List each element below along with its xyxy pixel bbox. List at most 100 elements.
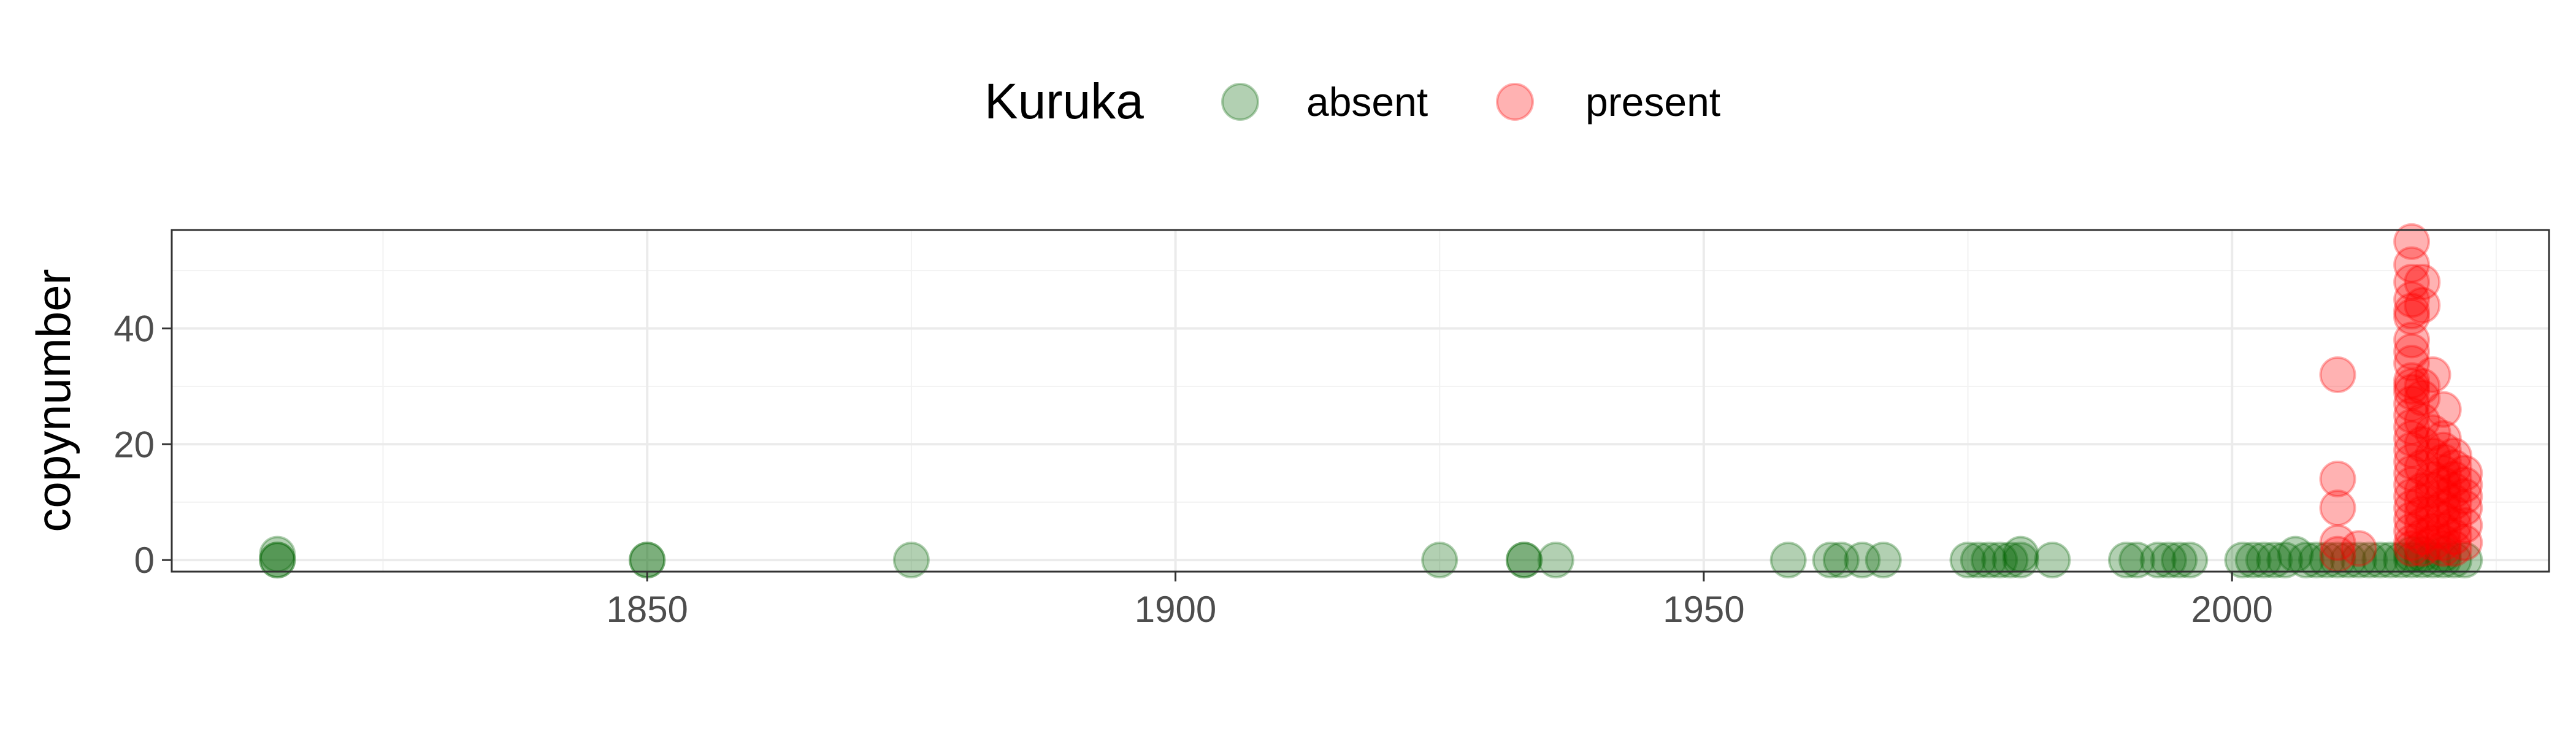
data-point-present xyxy=(2414,495,2451,532)
legend-key-present xyxy=(1496,83,1534,121)
data-point-present xyxy=(2393,321,2431,359)
data-point-present xyxy=(2393,281,2431,318)
data-point-absent xyxy=(2034,542,2071,579)
data-point-present xyxy=(2435,460,2472,497)
data-point-present xyxy=(2425,420,2462,457)
data-point-present xyxy=(2435,495,2472,532)
data-point-present xyxy=(2393,478,2431,515)
data-point-present xyxy=(2393,530,2431,567)
data-point-present xyxy=(2319,524,2356,561)
data-point-absent xyxy=(1506,542,1543,579)
data-point-absent xyxy=(1421,542,1459,579)
data-point-absent xyxy=(1991,542,2029,579)
data-point-present xyxy=(2425,443,2462,480)
legend-label-present: present xyxy=(1585,79,1720,125)
data-point-absent xyxy=(2351,542,2388,579)
data-point-present xyxy=(2425,391,2462,428)
data-point-absent xyxy=(2340,542,2377,579)
data-point-present xyxy=(2404,472,2441,509)
data-point-present xyxy=(2393,489,2431,527)
data-point-absent xyxy=(2309,542,2346,579)
data-point-absent xyxy=(2171,542,2209,579)
data-point-absent xyxy=(2446,542,2483,579)
data-point-present xyxy=(2425,501,2462,539)
y-tick-label: 0 xyxy=(134,540,155,581)
data-point-present xyxy=(2404,495,2441,532)
data-point-absent xyxy=(2404,542,2441,579)
data-point-absent xyxy=(2256,542,2293,579)
data-point-present xyxy=(2404,402,2441,440)
data-points xyxy=(259,223,2483,579)
data-point-present xyxy=(2393,367,2431,405)
data-point-present xyxy=(2393,431,2431,469)
data-point-absent xyxy=(1844,542,1881,579)
data-point-present xyxy=(2446,466,2483,504)
data-point-present xyxy=(2446,478,2483,515)
data-point-present xyxy=(2393,512,2431,550)
data-point-absent xyxy=(2329,542,2367,579)
data-point-present xyxy=(2425,454,2462,492)
data-point-present xyxy=(2435,518,2472,556)
data-point-absent xyxy=(2224,542,2261,579)
data-point-absent xyxy=(2161,542,2198,579)
grid-minor xyxy=(172,230,2549,572)
data-point-present xyxy=(2393,420,2431,457)
legend-key-absent xyxy=(1221,83,1259,121)
data-point-present xyxy=(2404,518,2441,556)
data-point-present xyxy=(2393,454,2431,492)
data-point-absent xyxy=(2002,535,2039,573)
y-axis: 0 20 40 xyxy=(113,308,172,581)
x-tick-label: 1900 xyxy=(1135,589,1216,630)
data-point-present xyxy=(2404,379,2441,416)
data-point-present xyxy=(2435,449,2472,486)
data-point-present xyxy=(2393,501,2431,539)
data-point-present xyxy=(2414,437,2451,475)
data-point-present xyxy=(2393,385,2431,423)
data-point-present xyxy=(2393,408,2431,445)
x-tick-label: 1850 xyxy=(606,589,688,630)
data-point-absent xyxy=(1769,542,1807,579)
data-point-present xyxy=(2393,443,2431,480)
data-point-present xyxy=(2393,333,2431,370)
data-point-present xyxy=(2425,512,2462,550)
data-point-present xyxy=(2393,298,2431,335)
data-point-absent xyxy=(2245,542,2282,579)
y-tick-label: 20 xyxy=(113,424,155,465)
data-point-present xyxy=(2425,466,2462,504)
data-point-present xyxy=(2393,362,2431,399)
y-axis-title: copynumber xyxy=(26,269,80,532)
data-point-absent xyxy=(892,542,930,579)
data-point-absent xyxy=(1949,542,1987,579)
legend-title: Kuruka xyxy=(984,74,1144,129)
data-point-present xyxy=(2446,524,2483,561)
data-point-present xyxy=(2446,507,2483,544)
data-point-present xyxy=(2393,246,2431,283)
data-point-absent xyxy=(2382,542,2420,579)
data-point-present xyxy=(2404,449,2441,486)
data-point-absent xyxy=(259,542,296,579)
data-point-present xyxy=(2393,263,2431,301)
data-point-absent xyxy=(2393,542,2431,579)
data-point-absent xyxy=(2002,542,2039,579)
data-point-present xyxy=(2393,345,2431,382)
data-point-present xyxy=(2425,489,2462,527)
data-point-present xyxy=(2404,263,2441,301)
data-point-absent xyxy=(2118,542,2156,579)
data-point-present xyxy=(2425,530,2462,567)
data-point-absent xyxy=(2414,542,2451,579)
data-point-present xyxy=(2319,489,2356,527)
data-point-present xyxy=(2404,530,2441,567)
data-point-present xyxy=(2414,460,2451,497)
data-point-present xyxy=(2404,426,2441,463)
data-point-absent xyxy=(2319,542,2356,579)
data-point-present xyxy=(2319,460,2356,497)
data-point-present xyxy=(2393,524,2431,561)
data-point-present xyxy=(2414,472,2451,509)
data-point-absent xyxy=(2234,542,2272,579)
data-point-present xyxy=(2446,454,2483,492)
data-point-present xyxy=(2425,478,2462,515)
legend-label-absent: absent xyxy=(1306,79,1428,125)
data-point-absent xyxy=(1960,542,1997,579)
data-point-present xyxy=(2340,530,2377,567)
